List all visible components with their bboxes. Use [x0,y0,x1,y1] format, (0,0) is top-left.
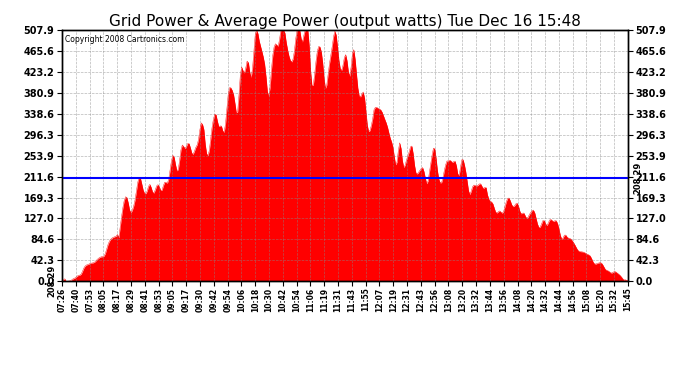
Text: 208.29: 208.29 [48,265,57,297]
Title: Grid Power & Average Power (output watts) Tue Dec 16 15:48: Grid Power & Average Power (output watts… [109,14,581,29]
Text: 208.29: 208.29 [633,162,642,194]
Text: Copyright 2008 Cartronics.com: Copyright 2008 Cartronics.com [65,35,184,44]
